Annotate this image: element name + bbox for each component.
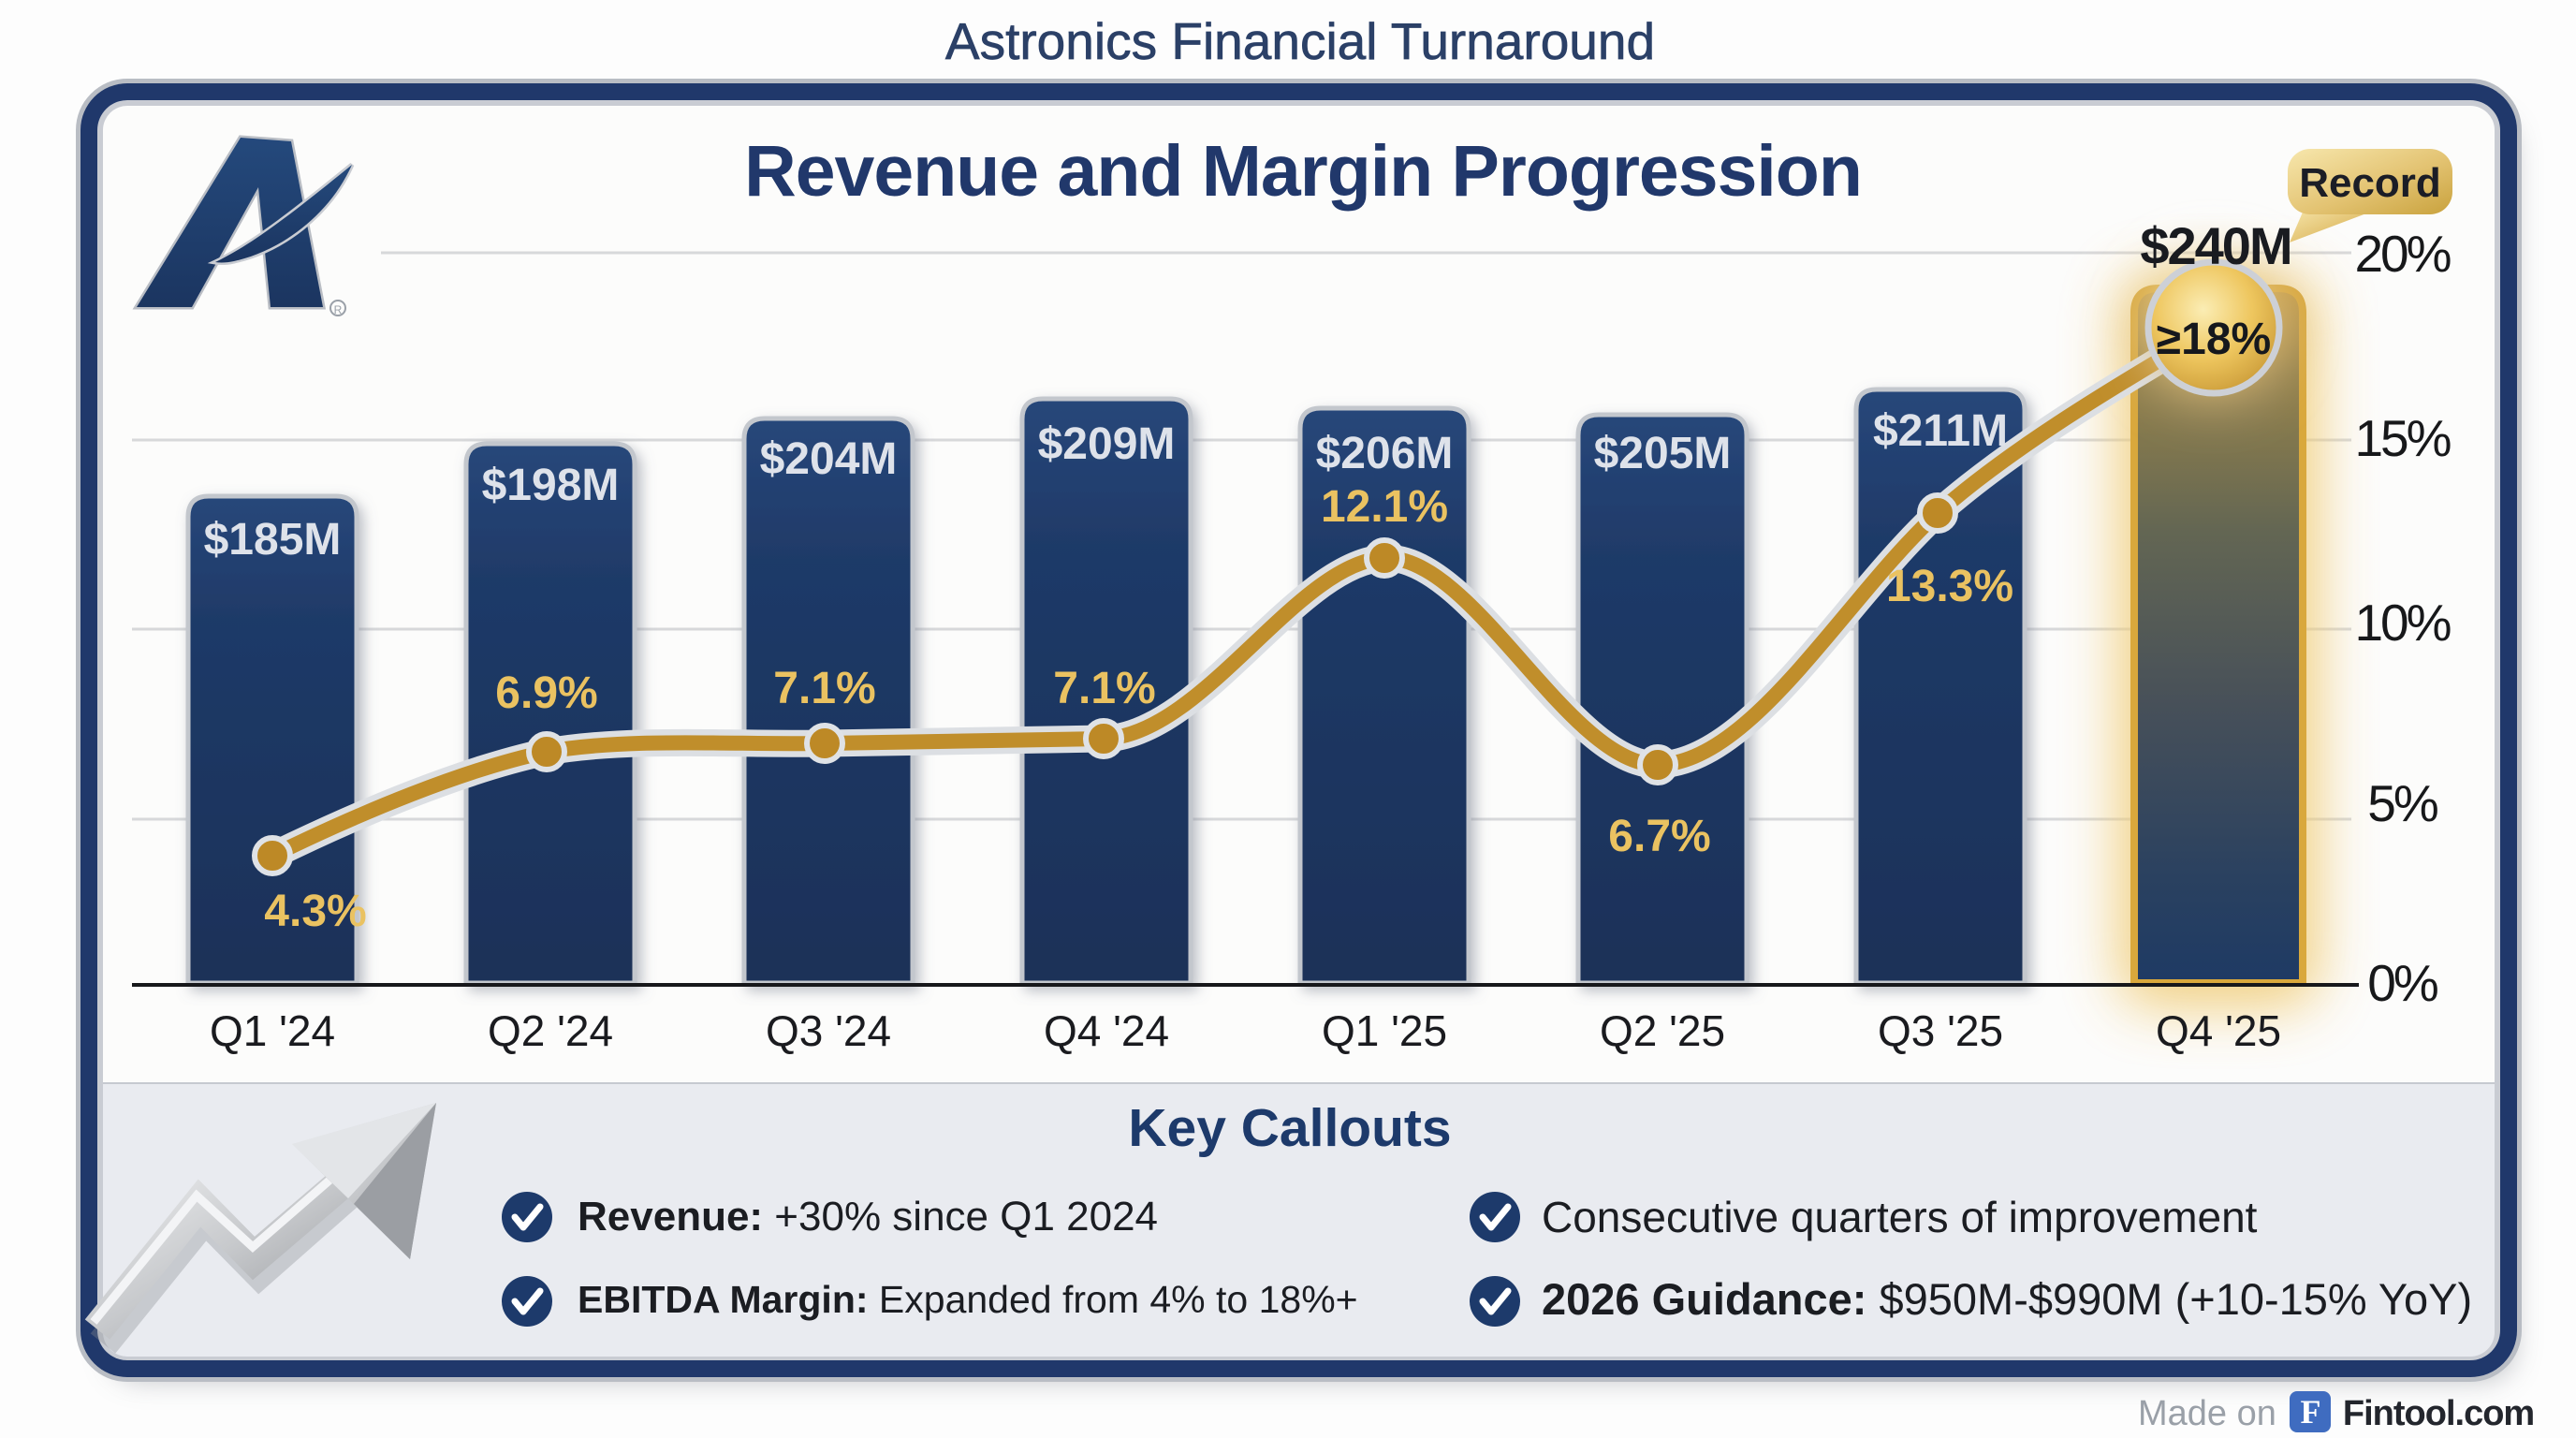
- svg-text:$206M: $206M: [1316, 429, 1454, 478]
- svg-text:$204M: $204M: [760, 434, 898, 484]
- svg-text:Q4 '24: Q4 '24: [1044, 1006, 1169, 1055]
- svg-text:Q4 '25: Q4 '25: [2156, 1006, 2281, 1055]
- svg-text:6.7%: 6.7%: [1608, 812, 1710, 861]
- svg-text:5%: 5%: [2367, 774, 2437, 832]
- svg-text:Q3 '25: Q3 '25: [1878, 1006, 2003, 1055]
- svg-text:20%: 20%: [2354, 225, 2450, 283]
- svg-text:Q2 '25: Q2 '25: [1600, 1006, 1725, 1055]
- svg-text:13.3%: 13.3%: [1886, 562, 2013, 611]
- svg-text:4.3%: 4.3%: [264, 887, 366, 936]
- svg-text:$205M: $205M: [1594, 429, 1732, 478]
- svg-text:Q3 '24: Q3 '24: [766, 1006, 891, 1055]
- svg-text:Q2 '24: Q2 '24: [488, 1006, 613, 1055]
- svg-text:Q1 '24: Q1 '24: [210, 1006, 335, 1055]
- svg-text:15%: 15%: [2354, 409, 2450, 467]
- svg-text:12.1%: 12.1%: [1321, 482, 1448, 532]
- svg-text:7.1%: 7.1%: [773, 664, 875, 713]
- svg-text:$209M: $209M: [1038, 419, 1176, 469]
- svg-text:Q1 '25: Q1 '25: [1322, 1006, 1447, 1055]
- svg-text:6.9%: 6.9%: [495, 668, 597, 718]
- svg-text:$185M: $185M: [204, 515, 342, 565]
- svg-text:$198M: $198M: [482, 461, 620, 510]
- svg-text:Record: Record: [2299, 160, 2441, 206]
- svg-text:10%: 10%: [2354, 594, 2450, 652]
- svg-text:$240M: $240M: [2140, 216, 2291, 275]
- svg-text:$211M: $211M: [1873, 406, 2008, 456]
- svg-text:≥18%: ≥18%: [2157, 315, 2271, 364]
- svg-text:R: R: [334, 303, 343, 316]
- svg-text:7.1%: 7.1%: [1053, 664, 1155, 713]
- svg-text:0%: 0%: [2367, 954, 2437, 1012]
